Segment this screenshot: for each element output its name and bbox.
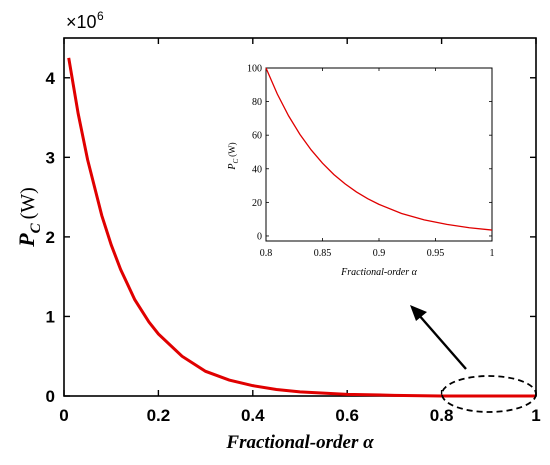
y-exponent-power: 6 xyxy=(97,9,104,23)
inset-y-tick-label: 100 xyxy=(247,64,262,75)
inset-ticks: 0.8 0.85 0.9 0.95 1 0 20 40 60 80 100 xyxy=(247,64,495,260)
inset-y-tick-label: 60 xyxy=(252,131,262,142)
main-y-tick-label: 2 xyxy=(46,228,55,247)
inset-x-tick-label: 0.9 xyxy=(373,248,386,259)
main-x-tick-label: 1 xyxy=(531,406,540,425)
y-exponent-label: ×10 xyxy=(66,12,97,32)
zoom-arrow-head xyxy=(410,305,427,321)
main-plot-frame xyxy=(63,37,537,397)
inset-plot-frame xyxy=(265,67,493,242)
inset-x-tick-label: 0.85 xyxy=(314,248,332,259)
main-ticks: 0 0.2 0.4 0.6 0.8 1 0 1 2 3 4 xyxy=(46,38,541,425)
inset-y-tick-label: 20 xyxy=(252,198,262,209)
main-y-tick-label: 0 xyxy=(46,387,55,406)
main-ylabel-subscript: C xyxy=(28,222,44,233)
inset-y-axis-label: PC (W) xyxy=(227,142,240,170)
inset-y-tick-label: 80 xyxy=(252,97,262,108)
main-y-axis-label: PC (W) xyxy=(14,187,44,248)
inset-series-line xyxy=(265,67,493,231)
inset-x-tick-label: 1 xyxy=(490,248,495,259)
main-x-tick-label: 0 xyxy=(59,406,68,425)
main-x-tick-label: 0.4 xyxy=(241,406,265,425)
main-series-line xyxy=(67,57,536,398)
inset-x-tick-label: 0.95 xyxy=(427,248,445,259)
main-ylabel-symbol: P xyxy=(14,233,39,248)
inset-y-tick-label: 0 xyxy=(257,231,262,242)
main-x-tick-label: 0.6 xyxy=(335,406,359,425)
zoom-arrow-line xyxy=(417,313,467,370)
inset-ylabel-unit: (W) xyxy=(227,142,237,157)
inset-x-axis-label: Fractional-order α xyxy=(340,267,417,278)
inset-x-tick-label: 0.8 xyxy=(260,248,273,259)
main-y-tick-label: 3 xyxy=(46,148,55,167)
main-x-tick-label: 0.8 xyxy=(430,406,454,425)
main-y-tick-label: 4 xyxy=(46,69,56,88)
main-x-axis-label: Fractional-order α xyxy=(225,432,374,453)
zoom-region-ellipse xyxy=(441,375,537,413)
main-x-tick-label: 0.2 xyxy=(147,406,171,425)
main-ylabel-unit: (W) xyxy=(17,187,39,219)
svg-text:PC(W): PC (W) xyxy=(14,187,44,248)
inset-ylabel-subscript: C xyxy=(232,159,240,164)
main-y-tick-label: 1 xyxy=(46,307,55,326)
svg-text:PC(W): PC (W) xyxy=(227,142,240,170)
inset-y-tick-label: 40 xyxy=(252,164,262,175)
inset-ylabel-symbol: P xyxy=(227,164,238,171)
